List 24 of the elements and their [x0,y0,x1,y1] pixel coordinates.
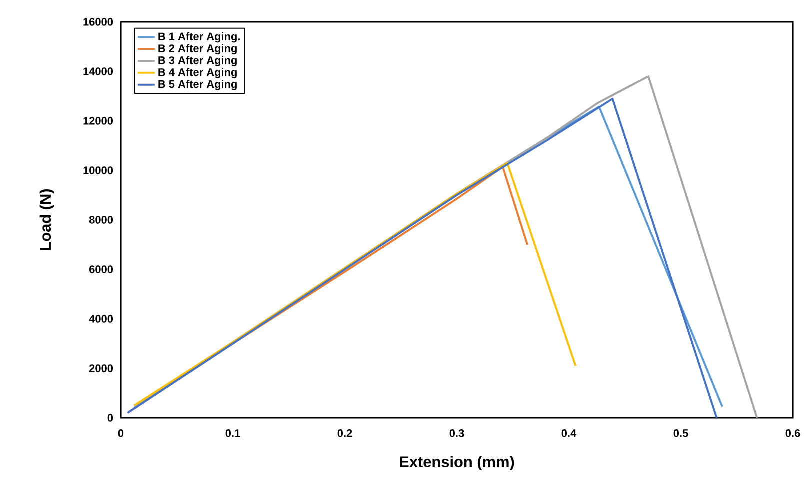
y-tick-label: 8000 [89,216,114,224]
x-tick-label: 0.4 [562,430,577,438]
y-tick-label: 2000 [89,364,114,372]
line-series [133,162,577,407]
y-tick-label: 12000 [84,117,114,125]
x-tick-label: 0.3 [450,430,464,438]
x-tick-label: 0.6 [786,430,800,438]
y-tick-label: 0 [108,414,114,422]
x-tick-label: 0.2 [338,430,352,438]
legend-label: B 5 After Aging [158,80,237,90]
legend-label: B 4 After Aging [158,68,237,78]
y-tick-label: 6000 [90,266,114,274]
y-axis-title: Load (N) [40,189,54,250]
y-tick-label: 14000 [84,68,114,76]
legend-label: B 1 After Aging. [158,32,240,43]
legend-label: B 2 After Aging [158,44,237,55]
x-tick-label: 0.5 [674,430,688,438]
x-axis-title: Extension (mm) [400,456,514,471]
legend-label: B 3 After Aging [158,56,237,67]
y-tick-label: 10000 [84,166,114,174]
y-tick-label: 4000 [89,315,114,323]
x-tick-label: 0.1 [226,430,240,438]
x-tick-label: 0 [118,430,124,438]
y-tick-label: 16000 [84,18,114,26]
